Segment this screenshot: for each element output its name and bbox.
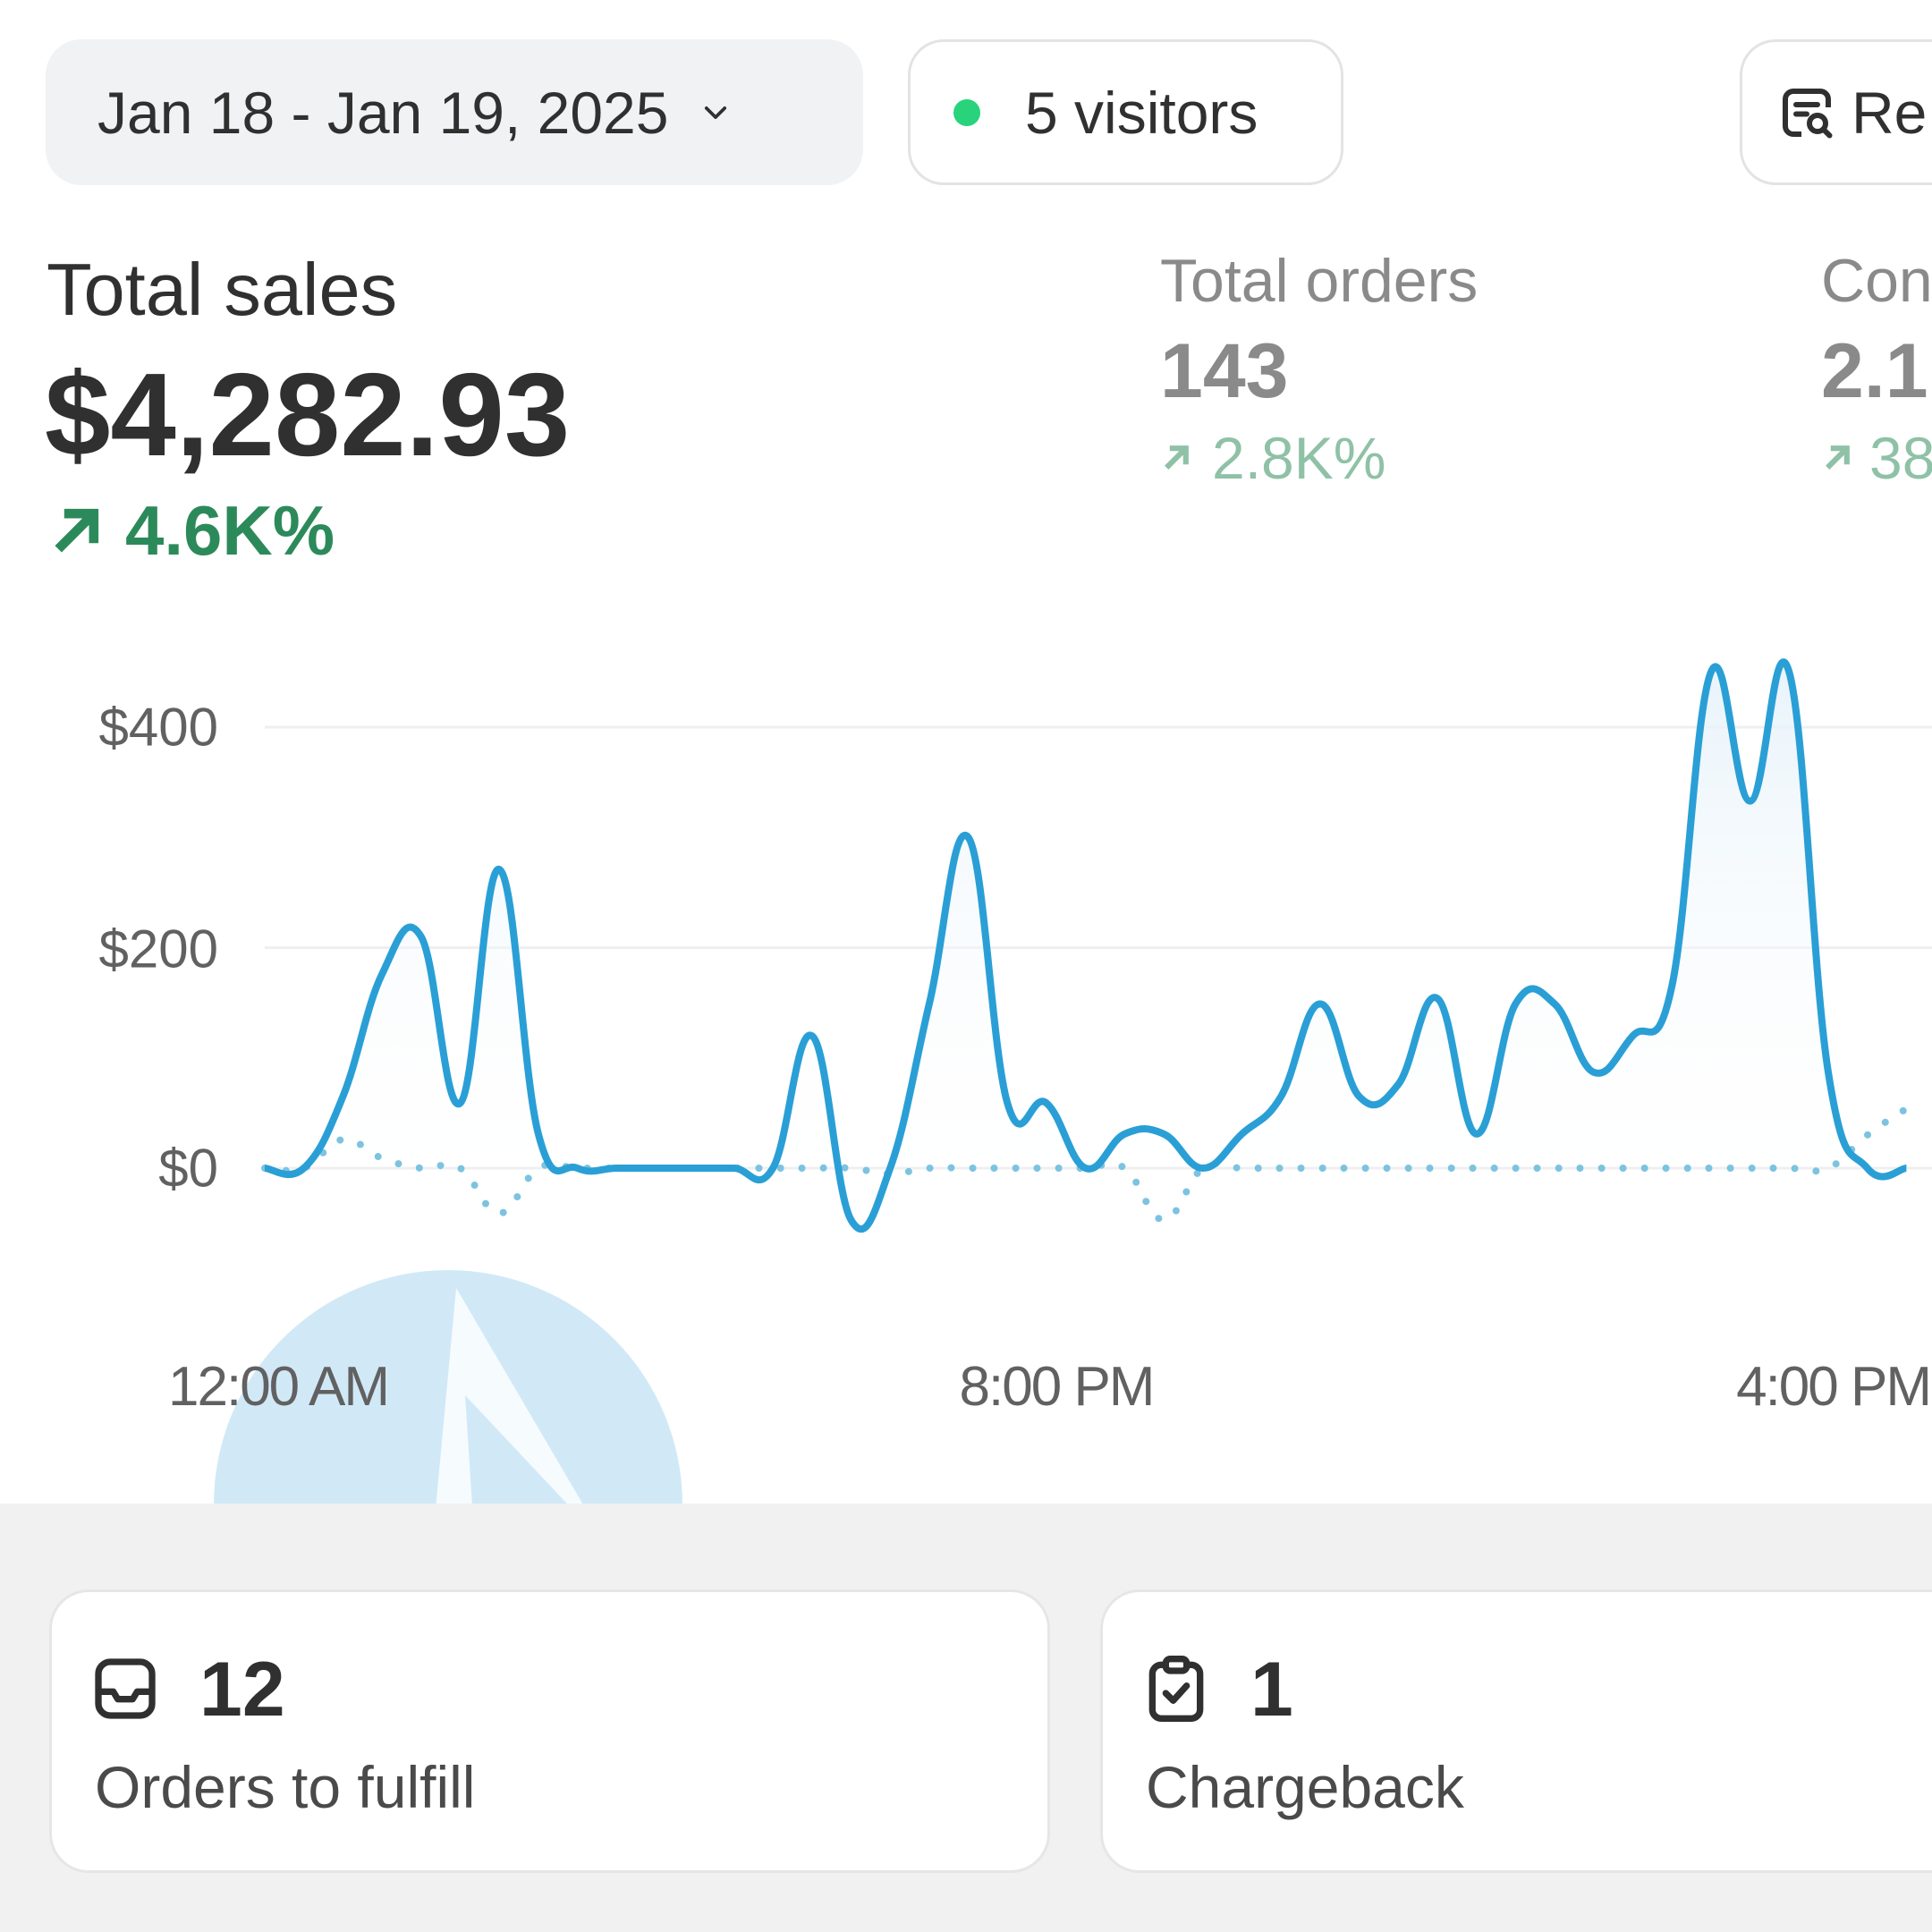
orders-to-fulfill-count: 12: [199, 1647, 285, 1733]
live-status-dot: [953, 98, 980, 126]
clipboard-check-icon: [1148, 1656, 1204, 1722]
y-tick-label: $400: [98, 697, 218, 758]
chargeback-label: Chargeback: [1146, 1754, 1464, 1820]
y-tick-label: $0: [158, 1138, 218, 1199]
live-visitors-button[interactable]: 5 visitors: [908, 39, 1343, 185]
current-period-line: [264, 658, 1908, 1233]
report-search-icon: [1783, 88, 1833, 138]
x-tick-label: 4:00 PM: [1736, 1356, 1932, 1418]
arrow-up-right-icon: [1165, 445, 1189, 470]
total-sales-value: $4,282.93: [45, 349, 571, 480]
orders-to-fulfill-card[interactable]: 12 Orders to fulfill: [49, 1589, 1050, 1873]
total-orders-label: Total orders: [1160, 247, 1479, 315]
report-label: Re: [1852, 79, 1928, 146]
conversion-label: Con: [1821, 247, 1932, 315]
arrow-up-right-icon: [1826, 445, 1850, 470]
arrow-up-right-icon: [55, 508, 99, 553]
current-period-area: [265, 662, 1907, 1230]
conversion-value: 2.1: [1821, 328, 1928, 414]
x-tick-label: 12:00 AM: [168, 1356, 390, 1418]
chargeback-count: 1: [1250, 1647, 1293, 1733]
x-tick-label: 8:00 PM: [959, 1356, 1156, 1418]
visitors-label: 5 visitors: [1025, 79, 1258, 146]
total-orders-change: 2.8K%: [1212, 425, 1386, 491]
total-sales-label: Total sales: [47, 248, 398, 331]
report-button[interactable]: Re: [1740, 39, 1932, 185]
date-range-picker[interactable]: Jan 18 - Jan 19, 2025: [46, 39, 863, 185]
total-sales-change: 4.6K%: [125, 491, 335, 570]
chevron-down-icon: [705, 106, 727, 119]
chart-plot: [261, 658, 1932, 1233]
total-orders-value: 143: [1160, 328, 1289, 414]
inbox-icon: [95, 1658, 156, 1719]
y-tick-label: $200: [98, 919, 218, 979]
date-range-label: Jan 18 - Jan 19, 2025: [97, 79, 669, 146]
orders-to-fulfill-label: Orders to fulfill: [95, 1754, 476, 1820]
conversion-change: 38: [1869, 425, 1932, 491]
chargeback-card[interactable]: 1 Chargeback: [1100, 1589, 1932, 1873]
